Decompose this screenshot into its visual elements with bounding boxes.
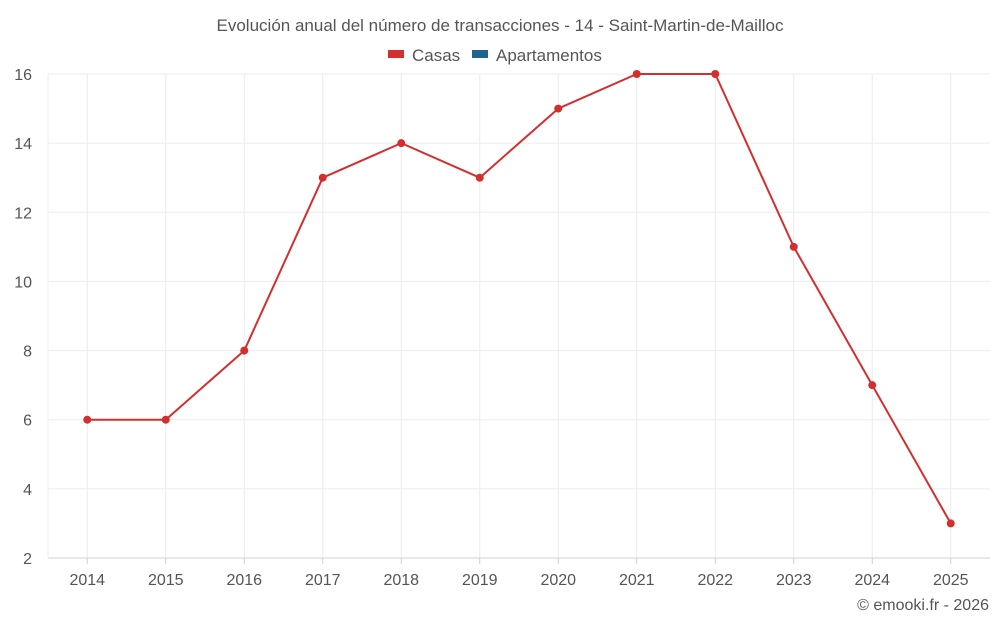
y-tick-label: 12 [14,205,32,222]
data-point-casas-2016[interactable] [240,346,249,355]
x-tick-label: 2024 [854,572,890,589]
x-tick-label: 2017 [305,572,341,589]
x-tick-label: 2014 [69,572,105,589]
series-line-casas [87,73,952,524]
y-tick-label: 8 [23,344,32,361]
legend-swatch-apartamentos [472,50,488,58]
data-point-casas-2020[interactable] [554,104,563,113]
grid [48,73,990,558]
y-tick-label: 4 [23,482,32,499]
legend-item-apartamentos[interactable]: Apartamentos [472,46,602,65]
x-tick-label: 2025 [933,572,969,589]
data-point-casas-2019[interactable] [475,173,484,182]
data-point-casas-2015[interactable] [161,415,170,424]
data-point-casas-2023[interactable] [789,242,798,251]
legend-label-apartamentos: Apartamentos [496,46,602,65]
y-tick-label: 2 [23,551,32,568]
credit-text: © emooki.fr - 2026 [857,597,989,614]
data-point-casas-2021[interactable] [632,70,641,78]
legend-swatch-casas [388,50,404,58]
chart-title: Evolución anual del número de transaccio… [217,16,784,35]
data-point-casas-2018[interactable] [397,139,406,148]
y-tick-label: 6 [23,413,32,430]
legend: Casas Apartamentos [388,46,602,65]
x-tick-label: 2023 [776,572,812,589]
y-tick-label: 16 [14,67,32,84]
y-axis-ticks: 2 4 6 8 10 12 14 16 [14,67,32,568]
x-tick-label: 2022 [697,572,733,589]
data-point-casas-2014[interactable] [83,415,92,424]
x-tick-label: 2016 [226,572,262,589]
series-casas [83,70,955,528]
x-tick-label: 2020 [540,572,576,589]
x-axis-ticks: 2014 2015 2016 2017 2018 2019 2020 2021 2022 2023… [69,572,968,589]
x-tick-label: 2021 [619,572,655,589]
data-point-casas-2017[interactable] [318,173,327,182]
legend-item-casas[interactable]: Casas [388,46,460,65]
legend-label-casas: Casas [412,46,460,65]
x-tick-label: 2019 [462,572,498,589]
axes [47,74,990,564]
data-point-casas-2022[interactable] [711,70,720,78]
x-tick-label: 2015 [148,572,184,589]
data-point-casas-2025[interactable] [946,519,955,528]
x-tick-label: 2018 [383,572,419,589]
y-tick-label: 14 [14,136,32,153]
y-tick-label: 10 [14,274,32,291]
data-point-casas-2024[interactable] [868,381,877,390]
